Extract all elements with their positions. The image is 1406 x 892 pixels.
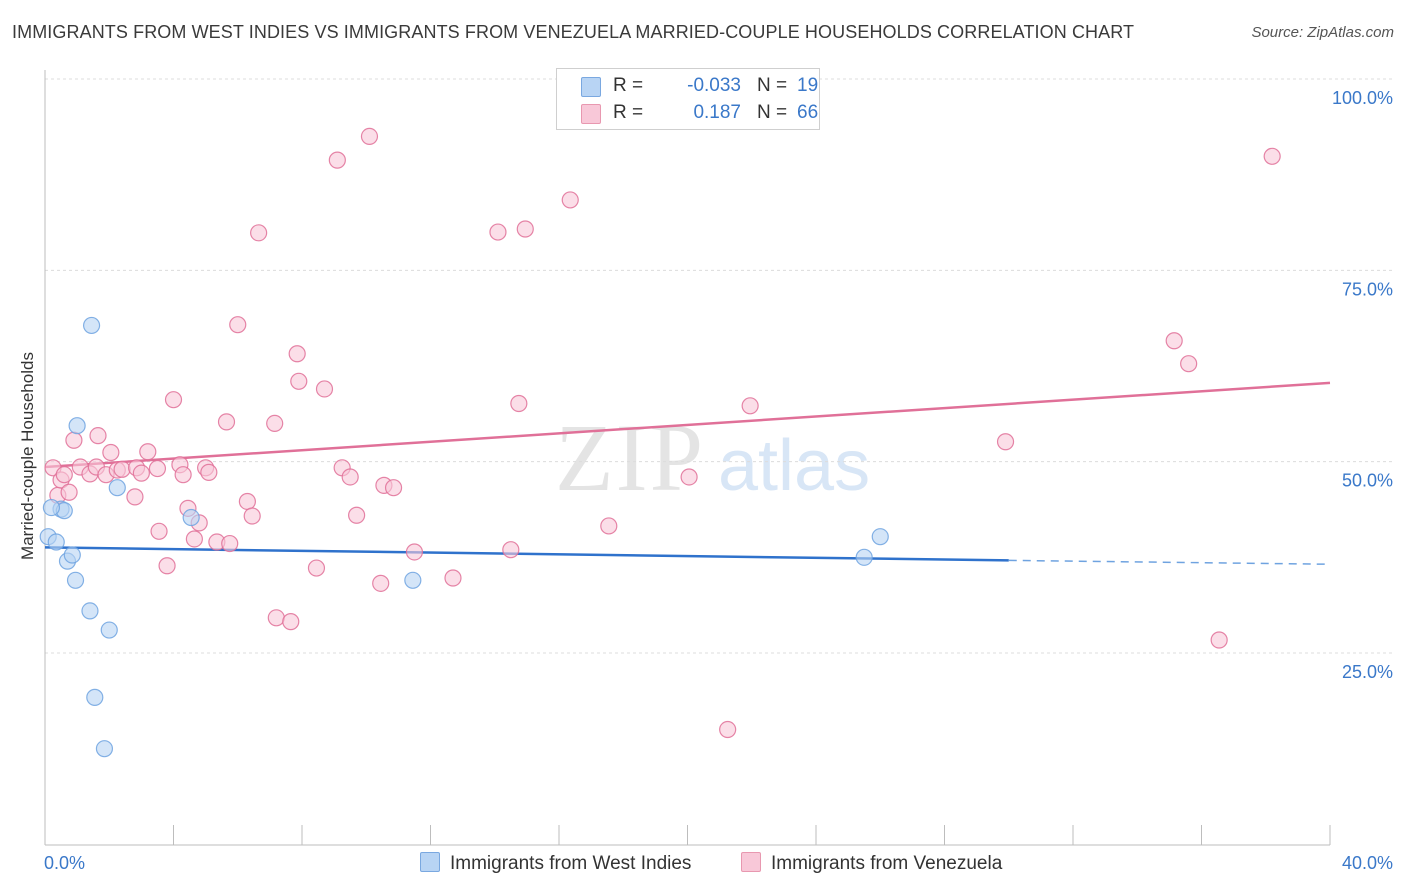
point-west-indies	[108, 479, 126, 497]
point-venezuela	[150, 522, 168, 540]
point-venezuela	[444, 569, 462, 587]
legend-n-value: 66	[797, 102, 819, 123]
point-venezuela	[229, 316, 247, 334]
x-tick-label-end: 40.0%	[1342, 853, 1393, 873]
point-venezuela	[307, 559, 326, 577]
point-west-indies	[404, 571, 422, 589]
point-venezuela	[516, 220, 534, 238]
y-tick-label: 25.0%	[1342, 662, 1393, 682]
point-venezuela	[315, 380, 334, 398]
point-venezuela	[148, 459, 167, 478]
point-venezuela	[600, 517, 618, 535]
legend-r-value: 0.187	[693, 102, 741, 123]
point-west-indies	[182, 508, 200, 527]
trendline-west-indies-extension	[1008, 559, 1331, 565]
point-venezuela	[372, 574, 390, 592]
point-west-indies	[95, 740, 114, 758]
point-venezuela	[89, 427, 107, 445]
legend-n-value: 19	[797, 75, 819, 96]
legend-n-label: N =	[757, 102, 788, 123]
bottom-legend-label-west-indies: Immigrants from West Indies	[450, 853, 692, 874]
point-venezuela	[489, 223, 507, 241]
point-venezuela	[65, 431, 83, 449]
point-venezuela	[185, 530, 203, 548]
y-tick-label: 75.0%	[1342, 279, 1393, 299]
point-venezuela	[113, 460, 131, 478]
point-west-indies	[66, 571, 85, 589]
point-venezuela	[132, 464, 150, 482]
point-venezuela	[243, 507, 261, 525]
point-venezuela	[174, 466, 192, 484]
y-tick-label: 100.0%	[1332, 88, 1393, 108]
point-venezuela	[164, 391, 183, 409]
source-label: Source: ZipAtlas.com	[1251, 24, 1394, 41]
point-venezuela	[221, 534, 239, 553]
point-venezuela	[217, 413, 236, 431]
bottom-legend-label-venezuela: Immigrants from Venezuela	[771, 853, 1003, 874]
point-venezuela	[1180, 355, 1198, 373]
point-venezuela	[348, 506, 366, 524]
point-venezuela	[561, 191, 579, 209]
point-venezuela	[266, 414, 284, 432]
bottom-legend-west-indies: Immigrants from West Indies	[420, 852, 691, 875]
point-venezuela	[719, 720, 737, 739]
x-tick-label-start: 0.0%	[44, 853, 85, 873]
point-venezuela	[1263, 147, 1281, 165]
point-west-indies	[855, 548, 873, 566]
trendline-venezuela	[44, 381, 1331, 469]
point-west-indies	[100, 621, 118, 639]
stats-legend: R = -0.033 N = 19 R = 0.187 N = 66	[556, 68, 820, 130]
point-venezuela	[341, 468, 359, 486]
point-venezuela	[502, 541, 520, 559]
legend-r-label: R =	[613, 75, 644, 96]
bottom-legend-swatch-west-indies	[420, 852, 440, 872]
point-venezuela	[290, 372, 308, 390]
point-west-indies	[871, 528, 889, 546]
bottom-legend-swatch-venezuela	[741, 852, 761, 872]
point-venezuela	[510, 394, 528, 413]
point-venezuela	[996, 433, 1015, 451]
legend-swatch-west-indies	[581, 77, 601, 97]
point-west-indies	[47, 533, 65, 551]
point-venezuela	[158, 557, 176, 575]
point-west-indies	[81, 602, 99, 620]
bottom-legend-venezuela: Immigrants from Venezuela	[741, 852, 1002, 875]
legend-r-label: R =	[613, 102, 644, 123]
point-venezuela	[384, 479, 403, 497]
point-west-indies	[68, 417, 86, 435]
watermark-atlas: atlas	[718, 426, 870, 506]
point-venezuela	[267, 609, 285, 627]
legend-r-value: -0.033	[687, 75, 741, 96]
point-venezuela	[282, 613, 300, 631]
point-venezuela	[328, 151, 346, 169]
point-west-indies	[86, 688, 104, 706]
legend-swatch-venezuela	[581, 104, 601, 124]
point-venezuela	[200, 463, 218, 481]
point-west-indies	[82, 316, 101, 335]
point-venezuela	[126, 488, 144, 506]
point-venezuela	[250, 224, 268, 242]
point-venezuela	[102, 443, 120, 462]
watermark: ZIP atlas	[555, 404, 870, 511]
point-venezuela	[680, 468, 698, 486]
point-venezuela	[60, 483, 78, 501]
point-venezuela	[1210, 631, 1228, 649]
y-tick-label: 50.0%	[1342, 471, 1393, 491]
point-west-indies	[63, 546, 81, 564]
point-venezuela	[1165, 332, 1183, 350]
chart-title: IMMIGRANTS FROM WEST INDIES VS IMMIGRANT…	[12, 22, 1135, 42]
point-venezuela	[55, 466, 73, 484]
trendline-west-indies	[44, 546, 1009, 562]
watermark-zip: ZIP	[555, 404, 705, 511]
legend-n-label: N =	[757, 75, 788, 96]
point-venezuela	[741, 397, 759, 415]
point-venezuela	[238, 492, 256, 511]
point-venezuela	[139, 443, 157, 461]
point-venezuela	[288, 345, 306, 363]
point-venezuela	[360, 127, 379, 145]
point-venezuela	[405, 543, 424, 561]
point-west-indies	[42, 498, 61, 517]
